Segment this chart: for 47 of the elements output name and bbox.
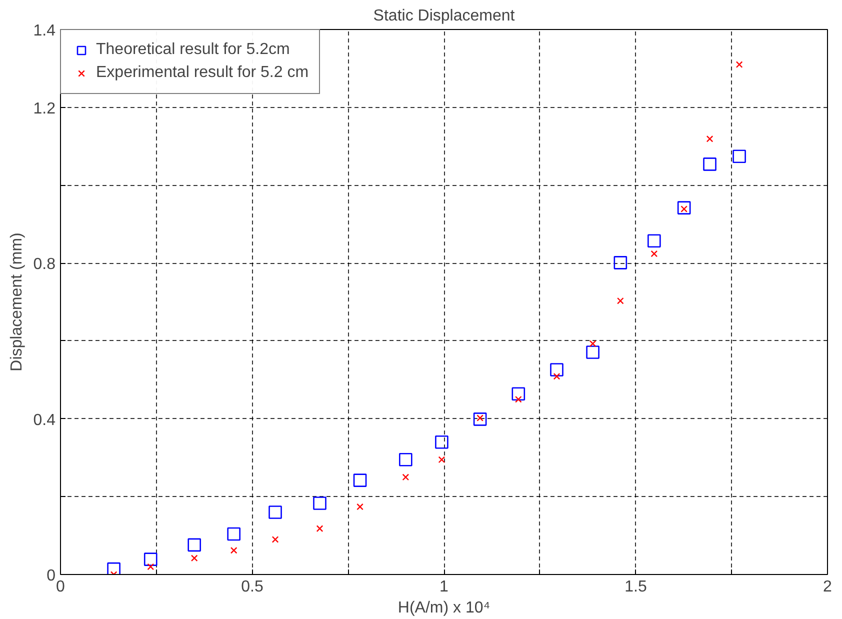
y-tick-label: 0 bbox=[46, 568, 56, 584]
point bbox=[586, 346, 600, 359]
point bbox=[514, 396, 522, 403]
point bbox=[512, 387, 526, 401]
y-tick-label: 1.4 bbox=[33, 22, 56, 40]
y-tick-label: 0.8 bbox=[33, 256, 56, 274]
point bbox=[188, 538, 201, 552]
point bbox=[230, 546, 238, 554]
point bbox=[550, 363, 564, 376]
point bbox=[706, 135, 714, 142]
x-tick-label: 1 bbox=[440, 578, 449, 596]
point bbox=[313, 496, 326, 510]
point bbox=[438, 456, 446, 464]
point bbox=[703, 158, 716, 171]
point bbox=[435, 435, 448, 449]
point bbox=[399, 453, 412, 466]
point bbox=[272, 536, 279, 543]
point bbox=[589, 340, 596, 348]
y-axis-title: Displacement (mm) bbox=[8, 232, 26, 372]
point bbox=[473, 412, 487, 426]
point bbox=[268, 506, 282, 519]
point bbox=[190, 554, 198, 562]
y-tick-label: 1.2 bbox=[33, 100, 56, 118]
point bbox=[356, 503, 364, 510]
point bbox=[107, 562, 120, 574]
chart-title: Static Displacement bbox=[373, 8, 516, 24]
point bbox=[648, 234, 661, 248]
point bbox=[227, 527, 240, 541]
x-tick-label: 2 bbox=[823, 578, 832, 596]
point bbox=[316, 525, 324, 532]
y-tick-label: 0.4 bbox=[33, 412, 56, 429]
legend-label: Experimental result for 5.2 cm bbox=[96, 64, 309, 82]
point bbox=[353, 474, 367, 487]
x-tick-label: 1.5 bbox=[624, 578, 647, 596]
point bbox=[650, 250, 658, 258]
point bbox=[732, 150, 746, 164]
point bbox=[402, 474, 410, 481]
x-axis-title: H(A/m) x 10⁴ bbox=[398, 600, 490, 616]
x-tick-label: 0.5 bbox=[241, 578, 264, 596]
point bbox=[553, 372, 560, 380]
point bbox=[614, 256, 628, 270]
point bbox=[616, 297, 624, 304]
point bbox=[736, 61, 743, 68]
point bbox=[144, 552, 158, 566]
legend-label: Theoretical result for 5.2cm bbox=[96, 41, 290, 59]
point bbox=[677, 201, 691, 214]
point bbox=[147, 563, 154, 570]
